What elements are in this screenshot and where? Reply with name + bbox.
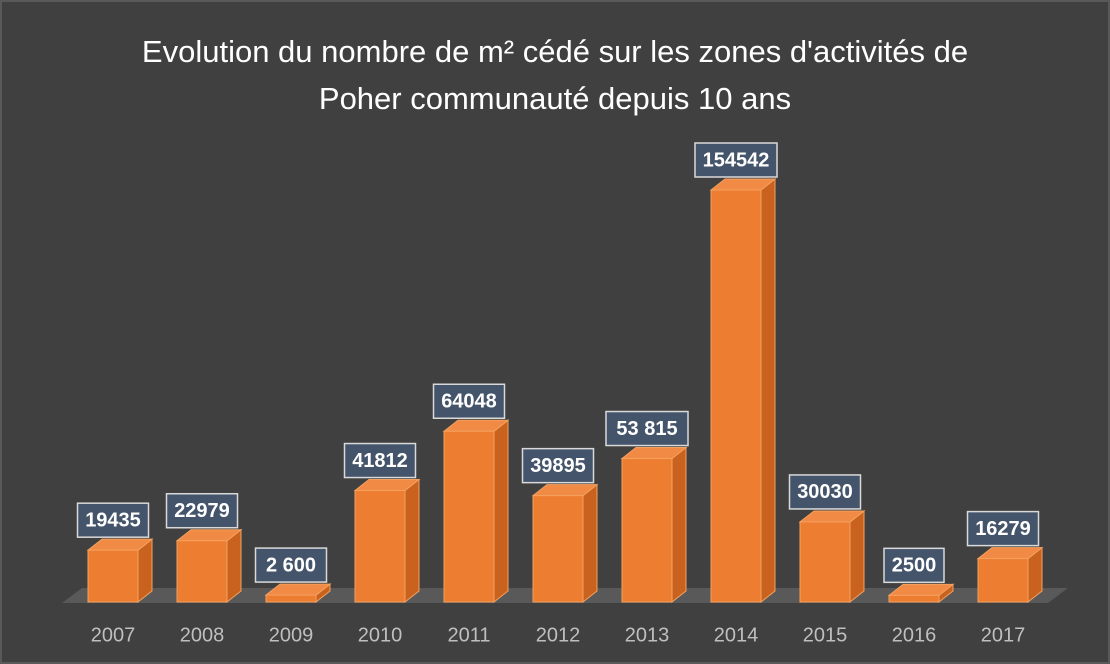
bar — [888, 594, 940, 603]
data-label-box — [883, 547, 945, 584]
data-label: 39895 — [530, 455, 586, 477]
data-label: 16279 — [975, 518, 1031, 540]
data-label: 154542 — [703, 149, 770, 171]
data-label-box — [254, 547, 328, 583]
chart-title: Evolution du nombre de m² cédé sur les z… — [141, 34, 969, 116]
bar — [87, 549, 139, 603]
data-label: 53 815 — [616, 418, 677, 440]
data-label: 19435 — [85, 509, 141, 531]
bar — [265, 594, 317, 603]
data-label: 41812 — [352, 450, 408, 472]
data-label: 2500 — [892, 555, 937, 577]
data-label: 2 600 — [266, 554, 316, 576]
data-label-box — [165, 492, 239, 529]
data-label: 64048 — [441, 391, 497, 413]
bar — [176, 540, 228, 603]
data-label-box — [694, 142, 778, 178]
x-tick-label: 2017 — [981, 624, 1026, 646]
bar-side — [760, 177, 776, 604]
bar-side — [493, 419, 509, 604]
x-tick-label: 2013 — [625, 624, 670, 646]
data-label-box — [521, 447, 595, 484]
data-label-box — [788, 474, 862, 510]
x-tick-label: 2014 — [714, 624, 759, 646]
data-label-box — [966, 510, 1040, 547]
x-tick-label: 2009 — [269, 624, 314, 646]
data-label: 22979 — [174, 500, 230, 522]
x-tick-label: 2012 — [536, 624, 581, 646]
data-label-box — [605, 410, 689, 447]
data-label-box — [76, 502, 150, 538]
bar — [354, 490, 406, 603]
bar-side — [671, 446, 687, 604]
bar — [977, 558, 1029, 603]
data-label-box — [432, 383, 506, 420]
data-label-box — [343, 442, 417, 479]
bar-side — [404, 478, 420, 604]
bar-side — [849, 509, 865, 604]
x-tick-label: 2016 — [892, 624, 937, 646]
x-tick-label: 2011 — [447, 624, 490, 646]
bar — [799, 521, 851, 603]
bar — [443, 430, 495, 603]
bar — [532, 495, 584, 603]
x-tick-label: 2008 — [180, 624, 225, 646]
data-label: 30030 — [797, 481, 853, 503]
bar-side — [226, 528, 242, 604]
bar-side — [582, 483, 598, 604]
bar — [710, 189, 762, 603]
x-tick-label: 2010 — [358, 624, 403, 646]
x-tick-label: 2007 — [91, 624, 136, 646]
bar — [621, 458, 673, 603]
x-tick-label: 2015 — [803, 624, 848, 646]
